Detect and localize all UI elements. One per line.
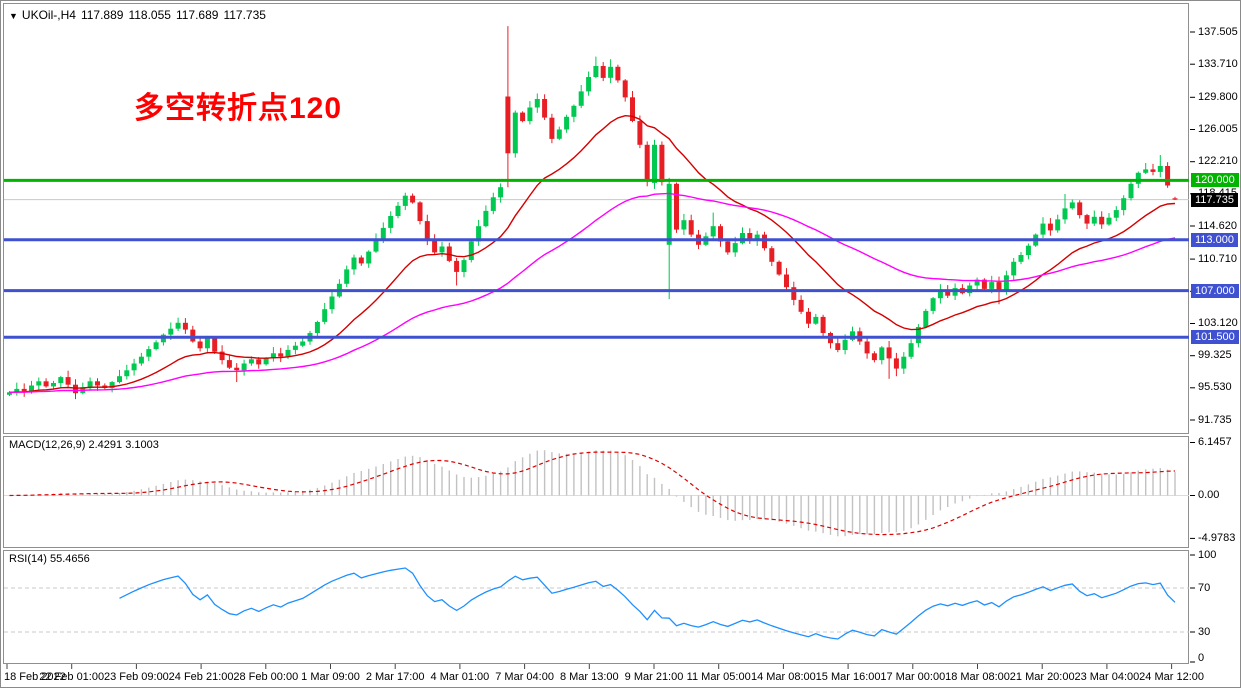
- date-label: 2 Mar 17:00: [365, 671, 425, 683]
- macd-pane[interactable]: [3, 436, 1189, 548]
- date-label: 21 Mar 20:00: [1009, 671, 1075, 683]
- date-label: 1 Mar 09:00: [301, 671, 360, 683]
- date-label: 28 Feb 00:00: [233, 671, 299, 683]
- rsi-value: 55.4656: [49, 553, 90, 565]
- macd-tick-label: 6.1457: [1198, 436, 1232, 448]
- date-label: 18 Feb 2022: [4, 671, 66, 683]
- symbol-timeframe: UKOil-,H4: [21, 8, 76, 22]
- rsi-label: RSI(14) 55.4656: [9, 553, 90, 565]
- macd-signal-value: 3.1003: [125, 439, 159, 451]
- date-label: 17 Mar 00:00: [880, 671, 946, 683]
- bar-high: 118.055: [128, 8, 171, 22]
- price-tick-label: 122.210: [1198, 155, 1238, 168]
- price-badge-101-500: 101.500: [1191, 330, 1239, 345]
- time-axis: 18 Feb 2022 22 Feb 01:00 23 Feb 09:00 24 Fe…: [1, 671, 1240, 687]
- price-tick-label: 95.530: [1198, 381, 1232, 394]
- bar-low: 117.689: [175, 8, 219, 22]
- price-tick-label: 133.710: [1198, 57, 1238, 70]
- price-tick-label: 103.120: [1198, 316, 1238, 329]
- date-label: 14 Mar 08:00: [750, 671, 816, 683]
- macd-label: MACD(12,26,9) 2.4291 3.1003: [9, 439, 159, 451]
- date-label: 8 Mar 13:00: [559, 671, 619, 683]
- price-tick-label: 110.710: [1198, 252, 1237, 265]
- date-label: 4 Mar 01:00: [430, 671, 490, 683]
- date-label: 15 Mar 16:00: [815, 671, 881, 683]
- date-label: 23 Mar 04:00: [1074, 671, 1140, 683]
- price-badge-117-735: 117.735: [1191, 192, 1238, 207]
- date-label: 18 Mar 08:00: [945, 671, 1010, 683]
- price-tick-label: 91.735: [1198, 413, 1232, 426]
- date-label: 24 Feb 21:00: [168, 671, 234, 683]
- price-badge-107-000: 107.000: [1191, 283, 1239, 298]
- price-badge-120-000: 120.000: [1191, 173, 1239, 188]
- date-label: 7 Mar 04:00: [495, 671, 554, 683]
- macd-value: 2.4291: [88, 439, 123, 451]
- bar-open: 117.889: [80, 8, 124, 22]
- rsi-tick-label: 0: [1198, 652, 1205, 664]
- rsi-tick-label: 30: [1198, 625, 1211, 638]
- price-badge-113-000: 113.000: [1191, 232, 1238, 247]
- macd-tick-label: 0.00: [1198, 489, 1220, 501]
- price-tick-label: 99.325: [1198, 349, 1232, 362]
- date-label: 9 Mar 21:00: [624, 671, 684, 683]
- price-tick-label: 137.505: [1198, 25, 1238, 38]
- rsi-tick-label: 70: [1198, 581, 1211, 594]
- date-label: 22 Feb 01:00: [39, 671, 105, 683]
- chart-header: ▼ UKOil-,H4 117.889 118.055 117.689 117.735: [9, 9, 266, 23]
- main-chart-pane[interactable]: [3, 3, 1189, 434]
- price-tick-label: 114.620: [1198, 219, 1237, 232]
- macd-tick-label: -4.9783: [1198, 531, 1236, 544]
- price-tick-label: 126.005: [1198, 122, 1238, 135]
- rsi-tick-label: 100: [1198, 548, 1217, 561]
- rsi-pane[interactable]: [3, 550, 1189, 664]
- date-label: 11 Mar 05:00: [686, 671, 751, 683]
- price-tick-label: 129.800: [1198, 90, 1238, 103]
- date-label: 24 Mar 12:00: [1139, 671, 1205, 683]
- collapse-icon[interactable]: ▼: [9, 11, 18, 21]
- bar-close: 117.735: [223, 8, 266, 22]
- trend-annotation: 多空转折点120: [134, 92, 343, 125]
- date-label: 23 Feb 09:00: [103, 671, 169, 683]
